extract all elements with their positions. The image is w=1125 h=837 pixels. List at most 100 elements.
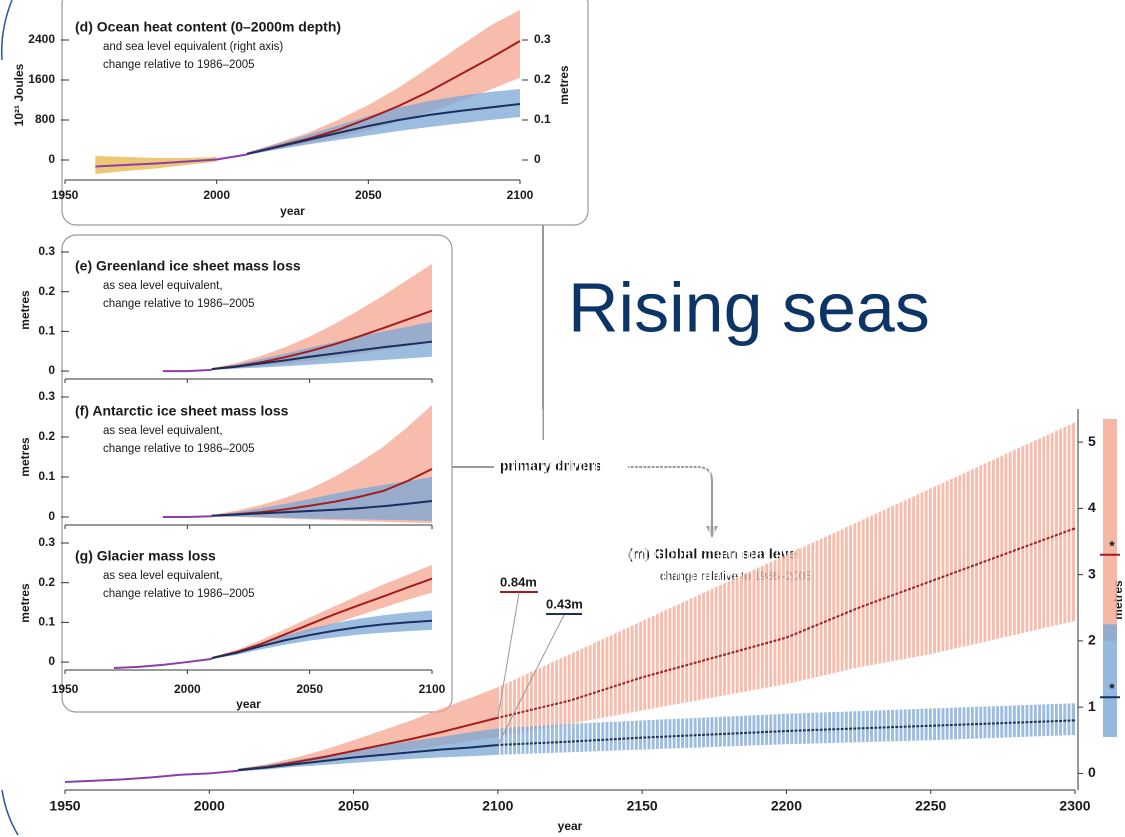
y-tick-label: 0.1: [38, 615, 55, 629]
slide-decoration: [1, 789, 19, 836]
panel-subtitle: and sea level equivalent (right axis): [103, 41, 283, 53]
y-tick-label: 0: [48, 152, 55, 166]
headline: Rising seas: [568, 268, 930, 346]
y-tick-label: 800: [35, 112, 55, 126]
x-tick-label: 2000: [203, 188, 230, 202]
panel-subtitle: as sea level equivalent,: [103, 425, 223, 437]
y-axis-label: metres: [18, 290, 32, 330]
panel: (f) Antarctic ice sheet mass loss as sea …: [18, 389, 433, 529]
panel: (e) Greenland ice sheet mass loss as sea …: [18, 244, 433, 383]
panel-frame: [61, 0, 589, 226]
y-axis-label: metres: [18, 583, 32, 623]
uncertainty-band: [211, 321, 432, 370]
x-tick-label: 1950: [52, 188, 79, 202]
series-line: [162, 368, 212, 373]
range-bar: [1103, 624, 1117, 737]
y-tick-label: 0.3: [38, 389, 55, 403]
y-axis-label: 10²¹ Joules: [12, 63, 26, 126]
y-tick-label: 1: [1088, 698, 1096, 714]
uncertainty-band: [247, 10, 520, 155]
x-tick-label: 1950: [52, 682, 79, 696]
uncertainty-band: [211, 564, 432, 659]
x-tick-label: 2150: [627, 798, 658, 814]
x-tick-label: 2300: [1059, 798, 1090, 814]
y-tick-label: 2: [1088, 632, 1096, 648]
y-tick-label: 0.3: [38, 535, 55, 549]
value-label: 0.43m: [546, 596, 583, 611]
y2-tick-label: 0: [534, 152, 541, 166]
y-tick-label: 2400: [28, 32, 55, 46]
panel-title: (d) Ocean heat content (0–2000m depth): [75, 19, 341, 35]
arrow-head: [706, 526, 718, 538]
x-tick-label: 2050: [355, 188, 382, 202]
x-tick-label: 1950: [49, 798, 80, 814]
y2-tick-label: 0.2: [534, 72, 551, 86]
panel-frame: [61, 234, 453, 713]
uncertainty-band: [211, 477, 432, 521]
series-line: [162, 515, 212, 518]
x-tick-label: 2200: [771, 798, 802, 814]
range-marker: *: [1109, 537, 1115, 553]
y-tick-label: 0.2: [38, 575, 55, 589]
x-tick-label: 2250: [915, 798, 946, 814]
x-tick-label: 2050: [338, 798, 369, 814]
series-line: [211, 577, 433, 660]
connector-label: primary drivers: [500, 458, 602, 474]
x-axis-label: year: [558, 819, 583, 833]
x-tick-label: 2000: [194, 798, 225, 814]
y-tick-label: 0.2: [38, 429, 55, 443]
series-line: [246, 103, 521, 155]
series-line: [211, 619, 433, 660]
slide-decoration: [0, 0, 13, 61]
series-line: [95, 153, 248, 168]
panel-subtitle: as sea level equivalent,: [103, 570, 223, 582]
y-tick-label: 5: [1088, 433, 1096, 449]
series-line: [211, 340, 433, 371]
range-marker: *: [1109, 680, 1115, 696]
y-tick-label: 0: [48, 363, 55, 377]
uncertainty-band: [211, 610, 432, 659]
x-tick-label: 2100: [507, 188, 534, 202]
y-tick-label: 1600: [28, 72, 55, 86]
x-axis-label: year: [236, 697, 261, 711]
panel: (d) Ocean heat content (0–2000m depth) an…: [12, 10, 571, 218]
x-axis-label: year: [280, 204, 305, 218]
y-tick-label: 0: [48, 509, 55, 523]
series-line: [211, 500, 433, 517]
y-tick-label: 0.2: [38, 284, 55, 298]
panel-subtitle: change relative to 1986–2005: [103, 443, 255, 455]
y-tick-label: 0: [48, 654, 55, 668]
range-bar: [1103, 418, 1117, 641]
panel-subtitle: change relative to 1986–2005: [103, 59, 255, 71]
y-tick-label: 3: [1088, 565, 1096, 581]
y-tick-label: 0.3: [38, 244, 55, 258]
panel-title: (g) Glacier mass loss: [75, 548, 216, 564]
y2-tick-label: 0.3: [534, 32, 551, 46]
value-label: 0.84m: [500, 574, 537, 589]
y2-tick-label: 0.1: [534, 112, 551, 126]
panel-subtitle: as sea level equivalent,: [103, 280, 223, 292]
y-tick-label: 4: [1088, 499, 1096, 515]
y-tick-label: 0.1: [38, 324, 55, 338]
panel-title: (f) Antarctic ice sheet mass loss: [75, 403, 289, 419]
y-tick-label: 0.1: [38, 469, 55, 483]
x-tick-label: 2050: [296, 682, 323, 696]
panel: (g) Glacier mass loss as sea level equiva…: [18, 535, 445, 711]
series-line: [113, 657, 212, 670]
series-line: [238, 527, 1076, 772]
leader-line: [497, 592, 520, 718]
x-tick-label: 2100: [419, 682, 446, 696]
series-line: [64, 769, 239, 784]
y-tick-label: 0: [1088, 764, 1096, 780]
y2-axis-label: metres: [557, 65, 571, 105]
x-tick-label: 2100: [482, 798, 513, 814]
panel-subtitle: change relative to 1986–2005: [103, 298, 255, 310]
connector: [628, 466, 713, 528]
panel-title: (e) Greenland ice sheet mass loss: [75, 258, 301, 274]
panel-subtitle: change relative to 1986–2005: [103, 588, 255, 600]
x-tick-label: 2000: [174, 682, 201, 696]
leader-line: [497, 614, 565, 746]
series-line: [238, 719, 1076, 772]
